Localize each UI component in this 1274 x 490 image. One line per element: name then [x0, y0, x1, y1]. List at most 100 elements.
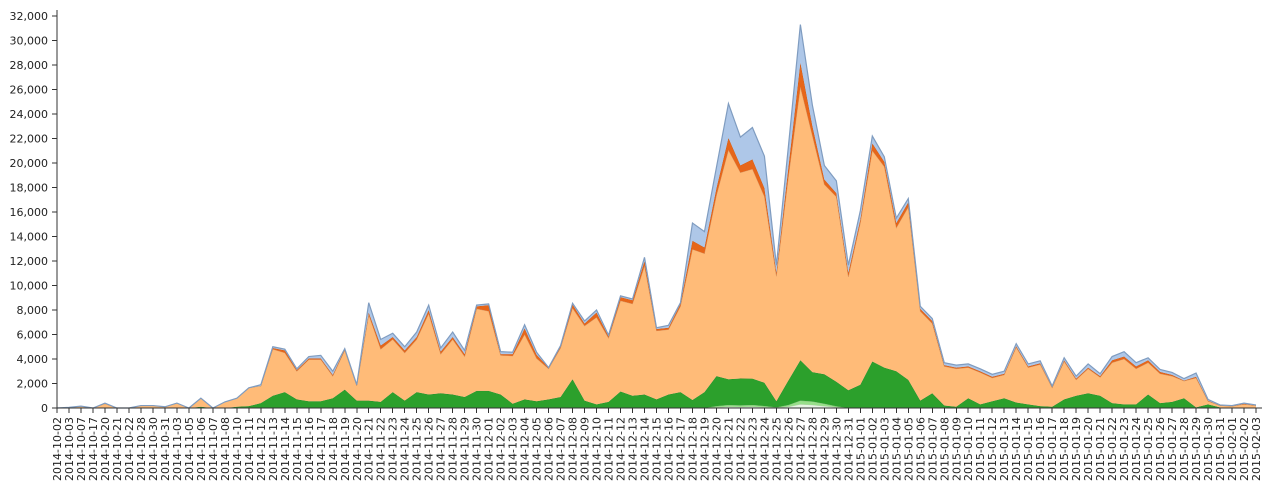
x-tick-label: 2015-01-31 — [1214, 417, 1227, 481]
x-tick-label: 2014-12-12 — [615, 417, 628, 481]
x-tick-label: 2015-01-01 — [854, 417, 867, 481]
x-tick-label: 2014-11-22 — [375, 417, 388, 481]
x-tick-label: 2014-11-24 — [399, 417, 412, 481]
x-tick-label: 2014-12-09 — [579, 417, 592, 481]
x-tick-label: 2014-12-08 — [567, 417, 580, 481]
x-tick-label: 2014-10-07 — [75, 417, 88, 481]
x-tick-label: 2014-11-11 — [243, 417, 256, 481]
x-tick-label: 2014-12-19 — [698, 417, 711, 481]
x-tick-label: 2014-10-03 — [63, 417, 76, 481]
x-tick-label: 2015-01-14 — [1010, 417, 1023, 481]
x-tick-label: 2014-12-11 — [603, 417, 616, 481]
x-tick-label: 2014-11-14 — [279, 417, 292, 481]
x-tick-label: 2014-10-22 — [123, 417, 136, 481]
y-tick-label: 30,000 — [10, 35, 49, 48]
area-series-4 — [57, 87, 1256, 409]
x-tick-label: 2014-12-24 — [758, 417, 771, 481]
x-tick-label: 2014-12-27 — [794, 417, 807, 481]
y-tick-label: 32,000 — [10, 10, 49, 23]
x-tick-label: 2015-01-13 — [998, 417, 1011, 481]
x-tick-label: 2014-12-29 — [818, 417, 831, 481]
x-tick-label: 2015-01-21 — [1094, 417, 1107, 481]
x-tick-label: 2015-01-22 — [1106, 417, 1119, 481]
x-tick-label: 2014-11-21 — [363, 417, 376, 481]
x-tick-label: 2015-01-24 — [1130, 417, 1143, 481]
x-tick-label: 2015-01-16 — [1034, 417, 1047, 481]
x-tick-label: 2014-11-18 — [327, 417, 340, 481]
x-tick-label: 2014-11-10 — [231, 417, 244, 481]
y-tick-label: 14,000 — [10, 231, 49, 244]
x-tick-label: 2015-01-30 — [1202, 417, 1215, 481]
y-tick-label: 20,000 — [10, 157, 49, 170]
y-tick-label: 0 — [41, 402, 48, 415]
x-tick-label: 2014-10-21 — [111, 417, 124, 481]
x-tick-label: 2015-01-26 — [1154, 417, 1167, 481]
x-axis: 2014-10-022014-10-032014-10-072014-10-17… — [51, 407, 1263, 481]
x-tick-label: 2015-01-08 — [938, 417, 951, 481]
x-tick-label: 2015-01-18 — [1058, 417, 1071, 481]
y-tick-label: 24,000 — [10, 108, 49, 121]
x-tick-label: 2015-01-11 — [974, 417, 987, 481]
x-tick-label: 2014-12-23 — [746, 417, 759, 481]
y-tick-label: 4,000 — [17, 353, 49, 366]
x-tick-label: 2014-12-04 — [519, 417, 532, 481]
x-tick-label: 2015-02-01 — [1226, 417, 1239, 481]
x-tick-label: 2014-11-27 — [435, 417, 448, 481]
x-tick-label: 2014-11-28 — [447, 417, 460, 481]
x-tick-label: 2015-01-19 — [1070, 417, 1083, 481]
x-tick-label: 2014-11-15 — [291, 417, 304, 481]
x-tick-label: 2014-12-03 — [507, 417, 520, 481]
y-tick-label: 6,000 — [17, 329, 49, 342]
x-tick-label: 2014-12-30 — [830, 417, 843, 481]
x-tick-label: 2015-01-09 — [950, 417, 963, 481]
x-tick-label: 2014-11-29 — [459, 417, 472, 481]
x-tick-label: 2014-10-20 — [99, 417, 112, 481]
x-tick-label: 2014-12-21 — [722, 417, 735, 481]
x-tick-label: 2015-01-06 — [914, 417, 927, 481]
x-tick-label: 2014-12-16 — [662, 417, 675, 481]
x-tick-label: 2015-01-17 — [1046, 417, 1059, 481]
x-tick-label: 2014-11-26 — [423, 417, 436, 481]
x-tick-label: 2014-11-20 — [351, 417, 364, 481]
x-tick-label: 2014-10-28 — [135, 417, 148, 481]
y-axis: 0 2,000 4,000 6,000 8,000 10,000 12,000 14,000 1… — [10, 10, 58, 415]
y-tick-label: 2,000 — [17, 378, 49, 391]
x-tick-label: 2014-12-05 — [531, 417, 544, 481]
y-tick-label: 10,000 — [10, 280, 49, 293]
x-tick-label: 2014-12-17 — [674, 417, 687, 481]
y-tick-label: 22,000 — [10, 133, 49, 146]
x-tick-label: 2014-12-22 — [734, 417, 747, 481]
x-tick-label: 2015-01-29 — [1190, 417, 1203, 481]
x-tick-label: 2014-11-23 — [387, 417, 400, 481]
x-tick-label: 2014-12-15 — [651, 417, 664, 481]
x-tick-label: 2014-11-07 — [207, 417, 220, 481]
x-tick-label: 2015-01-12 — [986, 417, 999, 481]
y-tick-label: 28,000 — [10, 59, 49, 72]
x-tick-label: 2015-02-03 — [1250, 417, 1263, 481]
x-tick-label: 2014-12-26 — [782, 417, 795, 481]
x-tick-label: 2014-12-18 — [686, 417, 699, 481]
x-tick-label: 2014-11-06 — [195, 417, 208, 481]
x-tick-label: 2014-12-25 — [770, 417, 783, 481]
x-tick-label: 2014-11-13 — [267, 417, 280, 481]
x-tick-label: 2014-12-01 — [483, 417, 496, 481]
x-tick-label: 2015-01-02 — [866, 417, 879, 481]
x-tick-label: 2014-11-30 — [471, 417, 484, 481]
x-tick-label: 2014-10-02 — [51, 417, 64, 481]
x-tick-label: 2014-12-10 — [591, 417, 604, 481]
x-tick-label: 2014-11-19 — [339, 417, 352, 481]
y-tick-label: 26,000 — [10, 84, 49, 97]
area-series-6-outline — [56, 24, 1257, 409]
x-tick-label: 2015-01-10 — [962, 417, 975, 481]
x-tick-label: 2015-01-04 — [890, 417, 903, 481]
y-tick-label: 18,000 — [10, 182, 49, 195]
x-tick-label: 2014-12-28 — [806, 417, 819, 481]
x-tick-label: 2014-11-25 — [411, 417, 424, 481]
x-tick-label: 2014-11-12 — [255, 417, 268, 481]
x-tick-label: 2014-12-31 — [842, 417, 855, 481]
x-tick-label: 2014-11-05 — [183, 417, 196, 481]
x-tick-label: 2015-01-27 — [1166, 417, 1179, 481]
area-series-group — [56, 24, 1257, 409]
x-tick-label: 2015-01-23 — [1118, 417, 1131, 481]
